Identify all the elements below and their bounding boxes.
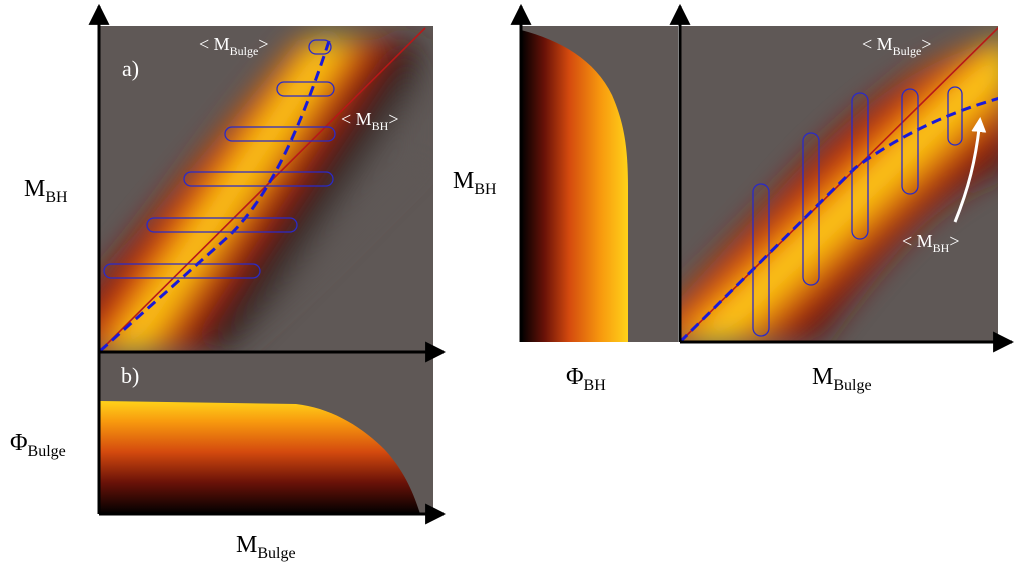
panel-a-y-axis-label: MBH [24,176,68,206]
main-panel-bin [752,183,770,337]
panel-a-bin [224,126,336,142]
main-panel-bin [901,88,919,195]
main-panel-mean-bulge-label: < MBulge> [862,34,931,58]
main-panel-mean-bh-label: < MBH> [902,231,959,255]
panel-b-distribution [100,401,420,514]
main-panel-bias-curve [680,97,998,342]
panel-a-mean-bh-label: < MBH> [341,109,398,133]
panel-a-bin [146,217,298,233]
panel-b-x-axis-label: MBulge [236,532,296,562]
side-panel-distribution [521,30,628,342]
left-axes [88,3,447,525]
main-panel-x-axis-label: MBulge [812,364,872,394]
panel-a-mean-bulge-label: < MBulge> [199,34,268,58]
main-panel-bin [802,132,820,286]
side-panel-x-axis-label: ΦBH [566,364,606,394]
right-side-panel [521,26,678,342]
main-panel-bin [851,92,869,240]
panel-a: a) < MBulge> < MBH> [100,26,433,351]
panel-a-bin [308,39,332,55]
panel-a-bin [103,263,261,279]
panel-b-y-axis-label: ΦBulge [10,430,66,460]
panel-a-bin [183,171,334,187]
main-panel-annotation-arrow [953,117,987,223]
panel-a-label: a) [122,56,139,81]
right-main-panel: < MBulge> < MBH> [680,26,998,342]
panel-b-label: b) [121,363,139,388]
panel-a-bias-curve [100,37,332,351]
right-axes [510,3,1015,353]
main-panel-bin [947,86,963,146]
panel-a-bin [276,81,335,97]
panel-a-relation-line [100,27,426,351]
main-panel-y-axis-label: MBH [453,168,497,198]
panel-b: b) [100,353,433,514]
